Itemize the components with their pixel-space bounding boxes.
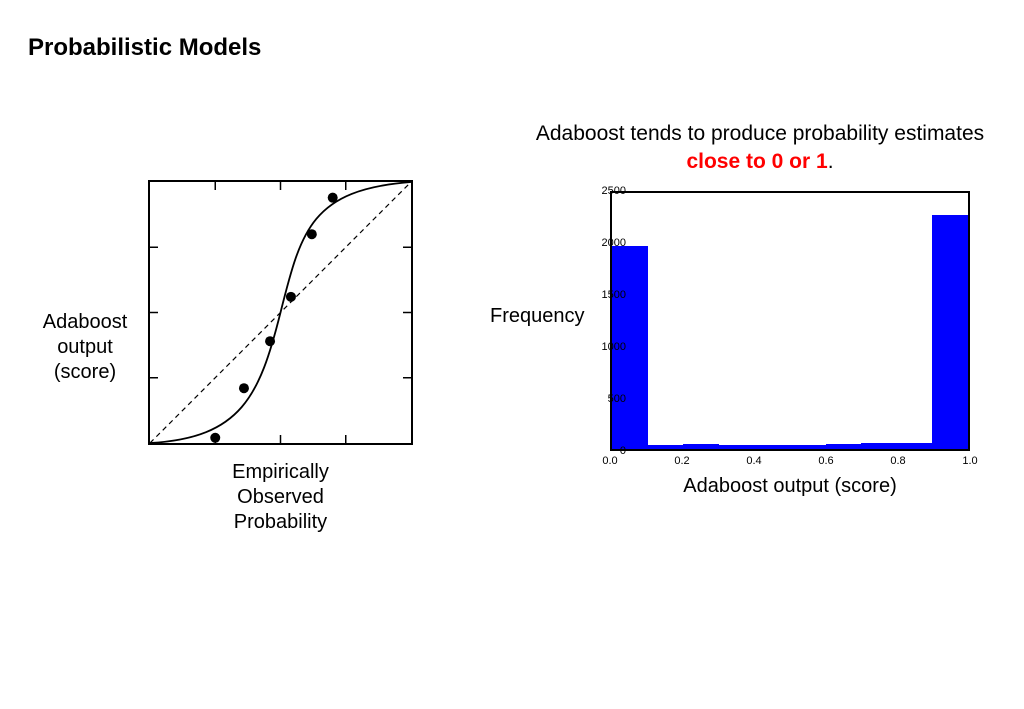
histogram-bar <box>897 443 933 449</box>
ytick-label: 1000 <box>602 341 626 353</box>
caption-prefix: Adaboost tends to produce probability es… <box>536 122 984 145</box>
xtick-label: 0.4 <box>746 455 761 467</box>
xtick-label: 0.0 <box>602 455 617 467</box>
ytick-label: 2500 <box>602 185 626 197</box>
histogram-bar <box>826 444 862 449</box>
xtick-label: 0.8 <box>890 455 905 467</box>
histogram-bar <box>754 445 790 449</box>
histogram-bar <box>719 445 755 449</box>
xtick-label: 1.0 <box>962 455 977 467</box>
histogram-chart <box>610 191 970 451</box>
left-ylabel-l3: (score) <box>54 361 116 383</box>
histogram-bar <box>932 215 968 448</box>
right-panel: Adaboost tends to produce probability es… <box>520 120 1000 495</box>
xtick-label: 0.2 <box>674 455 689 467</box>
right-caption: Adaboost tends to produce probability es… <box>520 120 1000 177</box>
right-xlabel: Adaboost output (score) <box>610 475 970 498</box>
left-xlabel-l2: Observed <box>237 486 324 508</box>
left-ylabel-l2: output <box>57 336 113 358</box>
frequency-label: Frequency <box>490 305 585 328</box>
ytick-label: 0 <box>620 445 626 457</box>
histogram-area: Frequency 05001000150020002500 0.00.20.4… <box>520 185 1000 495</box>
left-xlabel: Empirically Observed Probability <box>148 460 413 535</box>
histogram-bar <box>648 445 684 449</box>
left-ylabel-l1: Adaboost <box>43 311 128 333</box>
sigmoid-chart <box>148 180 413 445</box>
ytick-label: 1500 <box>602 289 626 301</box>
left-ylabel: Adaboost output (score) <box>30 310 140 385</box>
page-title: Probabilistic Models <box>28 34 261 62</box>
left-xlabel-l3: Probability <box>234 511 327 533</box>
histogram-bar <box>790 445 826 449</box>
caption-highlight: close to 0 or 1 <box>686 150 827 173</box>
left-panel: Adaboost output (score) Empirically Obse… <box>30 180 450 560</box>
left-xlabel-l1: Empirically <box>232 461 329 483</box>
ytick-label: 2000 <box>602 237 626 249</box>
xtick-label: 0.6 <box>818 455 833 467</box>
histogram-bar <box>861 443 897 449</box>
ytick-label: 500 <box>608 393 626 405</box>
histogram-bar <box>683 444 719 449</box>
caption-suffix: . <box>828 150 834 173</box>
